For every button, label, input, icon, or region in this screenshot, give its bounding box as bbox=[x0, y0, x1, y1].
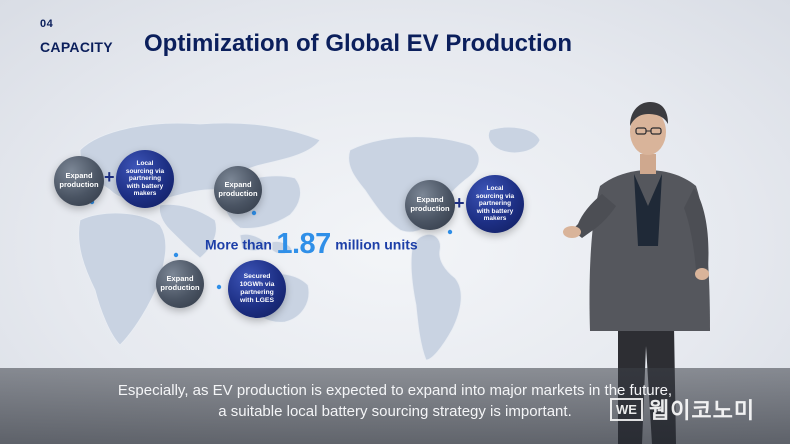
bubble-sea-secured-10gwh: Secured 10GWh via partnering with LGES bbox=[228, 260, 286, 318]
bubble-europe-expand-production: Expand production bbox=[54, 156, 104, 206]
watermark-badge: WE bbox=[610, 397, 643, 421]
section-name: CAPACITY bbox=[40, 39, 113, 55]
section-number: 04 bbox=[40, 18, 54, 30]
plus-icon: + bbox=[454, 193, 465, 213]
production-stat: More than 1.87 million units bbox=[205, 228, 418, 261]
presenter-figure bbox=[563, 102, 710, 444]
stat-suffix: million units bbox=[335, 236, 418, 253]
plus-icon: + bbox=[104, 167, 115, 187]
slide-title: Optimization of Global EV Production bbox=[144, 30, 572, 57]
bubble-sea-expand-production: Expand production bbox=[156, 260, 204, 308]
subtitle-line-1: Especially, as EV production is expected… bbox=[117, 382, 673, 399]
stat-number: 1.87 bbox=[276, 228, 331, 260]
bubble-europe-local-sourcing: Local sourcing via partnering with batte… bbox=[116, 150, 174, 208]
subtitle-bar bbox=[0, 368, 790, 444]
bubble-na-local-sourcing: Local sourcing via partnering with batte… bbox=[466, 175, 524, 233]
bubble-na-expand-production: Expand production bbox=[405, 180, 455, 230]
bubble-asia-expand-production: Expand production bbox=[214, 166, 262, 214]
watermark-text: 웹이코노미 bbox=[648, 398, 756, 423]
broadcaster-watermark: WE 웹이코노미 bbox=[610, 393, 755, 425]
subtitle-line-2: a suitable local battery sourcing strate… bbox=[218, 403, 572, 420]
stat-prefix: More than bbox=[205, 236, 272, 253]
